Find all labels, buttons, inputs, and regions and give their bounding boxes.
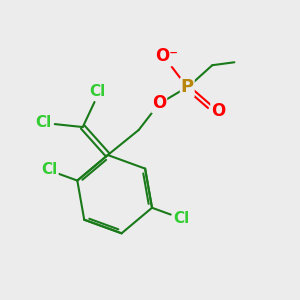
Text: P: P [181,78,194,96]
Text: Cl: Cl [35,115,51,130]
Text: Cl: Cl [173,212,189,226]
Text: Cl: Cl [89,84,106,99]
Text: O⁻: O⁻ [155,47,178,65]
Text: O: O [152,94,166,112]
Text: O: O [211,102,225,120]
Text: Cl: Cl [42,162,58,177]
